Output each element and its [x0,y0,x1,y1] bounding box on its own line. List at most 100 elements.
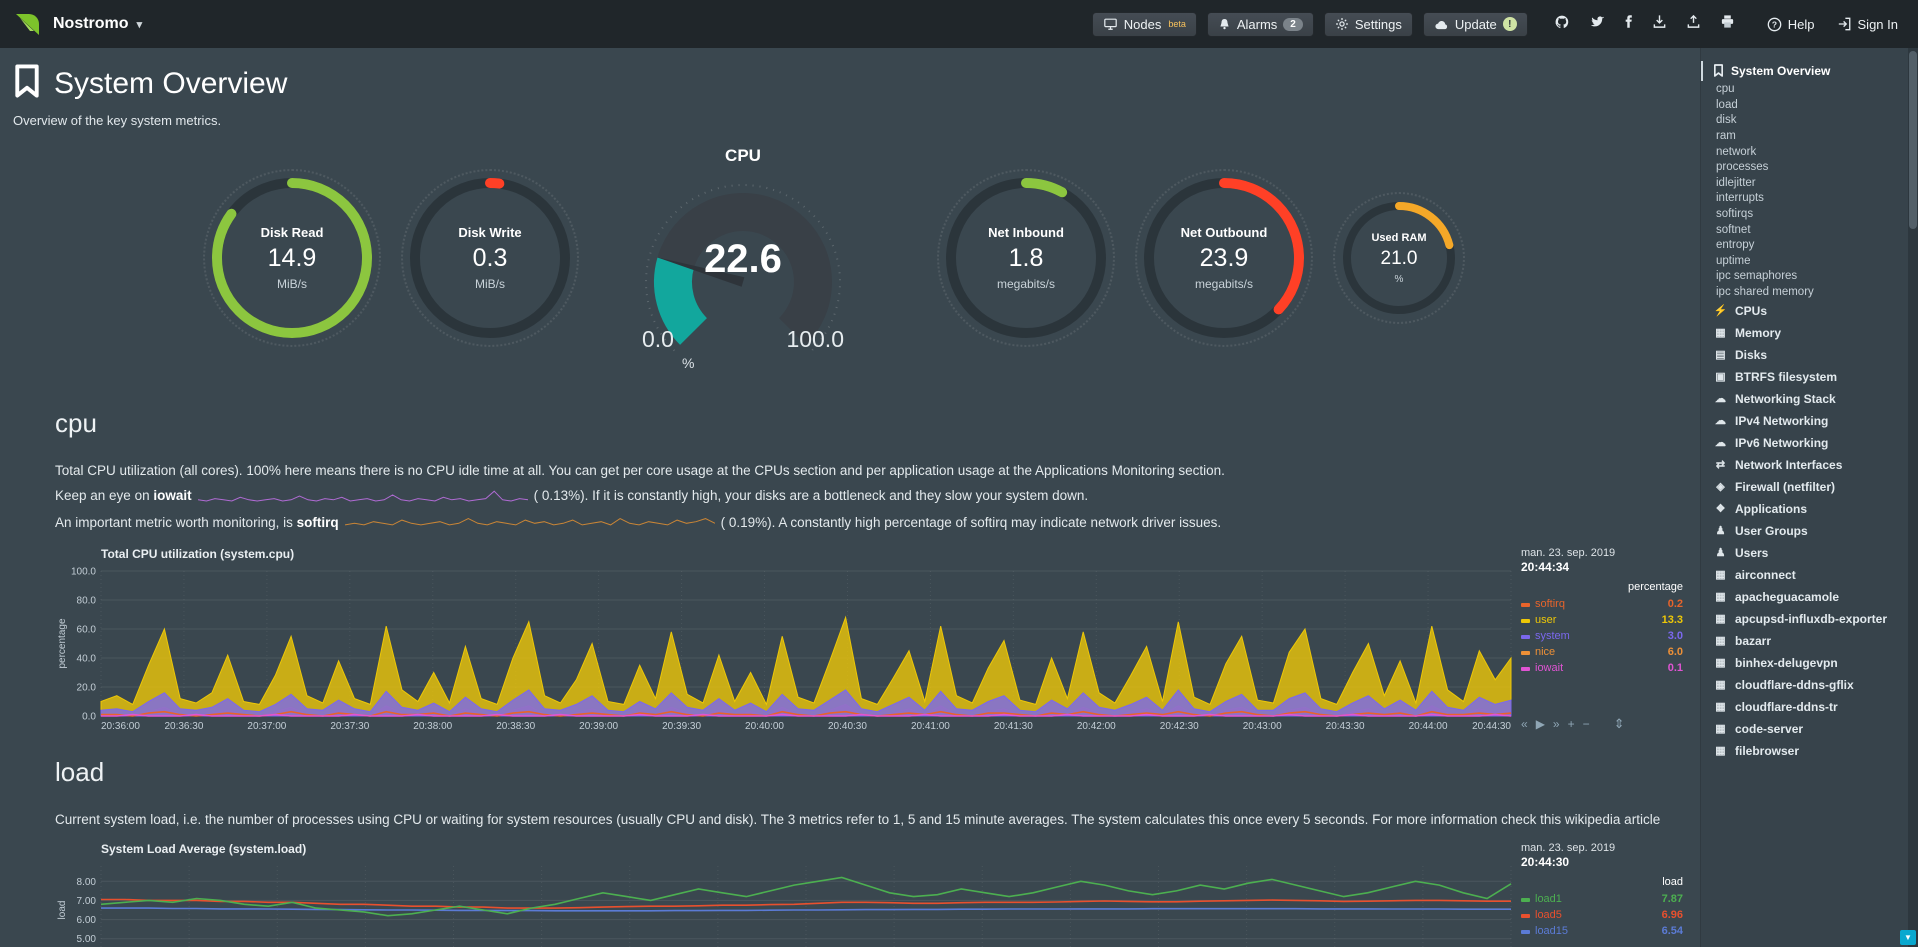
system-cpu-canvas[interactable]: 100.0 80.0 60.0 40.0 20.0 0.0 20:36:00 20:36:30… [55,563,1515,733]
sidebar-item-load[interactable]: load [1713,98,1904,114]
net-inbound-gauge[interactable]: Net Inbound 1.8 megabits/s [937,169,1115,347]
sidebar-item-networking-stack[interactable]: ☁ Networking Stack [1713,388,1904,410]
sidebar-item-cpus[interactable]: ⚡ CPUs [1713,300,1904,322]
system-load-legend: man. 23. sep. 2019 20:44:30 load load1 7.87 l… [1515,842,1685,947]
sidebar-item-ram[interactable]: ram [1713,129,1904,145]
pan-left-icon[interactable]: « [1521,717,1528,731]
cpu-gauge[interactable]: CPU 22.6 0.0 100.0% [618,146,868,371]
netdata-logo[interactable] [14,11,41,38]
wikipedia-link[interactable]: wikipedia article [1564,812,1661,827]
sidebar-item-code-server[interactable]: ▦ code-server [1713,718,1904,740]
shield-icon: ◈ [1716,480,1725,493]
sidebar-item-user-groups[interactable]: ♟ User Groups [1713,520,1904,542]
sidebar-item-filebrowser[interactable]: ▦ filebrowser [1713,740,1904,762]
sidebar-item-idlejitter[interactable]: idlejitter [1713,176,1904,192]
chart-toolbar: « ▶ » + − ⇕ [1521,716,1683,733]
sidebar-item-cloudflare-ddns-gflix[interactable]: ▦ cloudflare-ddns-gflix [1713,674,1904,696]
pan-right-icon[interactable]: » [1552,717,1560,731]
sidebar-item-apcupsd-influxdb-exporter[interactable]: ▦ apcupsd-influxdb-exporter [1713,608,1904,630]
sidebar-item-label: softnet [1716,223,1751,236]
sidebar-item-system-overview[interactable]: System Overview [1701,60,1904,82]
cpu-gauge-unit: % [682,354,695,371]
used-ram-gauge[interactable]: Used RAM 21.0% [1333,192,1465,324]
sidebar-item-cloudflare-ddns-tr[interactable]: ▦ cloudflare-ddns-tr [1713,696,1904,718]
sidebar-item-apacheguacamole[interactable]: ▦ apacheguacamole [1713,586,1904,608]
update-button[interactable]: Update ! [1422,11,1528,37]
chevron-down-icon: ▾ [136,18,143,31]
legend-item-nice[interactable]: nice 6.0 [1521,645,1683,660]
legend-time: 20:44:34 [1521,560,1570,574]
sidebar-item-memory[interactable]: ▦ Memory [1713,322,1904,344]
upload-icon[interactable] [1686,14,1701,34]
signin-label: Sign In [1857,16,1898,32]
twitter-icon[interactable] [1589,15,1605,34]
legend-item-iowait[interactable]: iowait 0.1 [1521,661,1683,676]
scroll-down-button[interactable]: ▼ [1900,930,1916,945]
sidebar: System Overview cpu load disk ram network proc… [1700,48,1918,947]
help-button[interactable]: ? Help [1761,13,1821,36]
resize-icon[interactable]: ⇕ [1613,716,1625,731]
play-icon[interactable]: ▶ [1535,717,1545,731]
sidebar-item-ipv4-networking[interactable]: ☁ IPv4 Networking [1713,410,1904,432]
sidebar-item-label: ipc shared memory [1716,286,1814,299]
series-load1 [100,876,1512,917]
settings-button[interactable]: Settings [1323,11,1413,37]
sidebar-item-entropy[interactable]: entropy [1713,238,1904,254]
legend-item-softirq[interactable]: softirq 0.2 [1521,597,1683,612]
zoom-in-icon[interactable]: + [1567,717,1575,731]
legend-item-system[interactable]: system 3.0 [1521,629,1683,644]
sidebar-item-softirqs[interactable]: softirqs [1713,207,1904,223]
sidebar-item-ipc-shared-memory[interactable]: ipc shared memory [1713,285,1904,301]
sidebar-item-ipc-semaphores[interactable]: ipc semaphores [1713,269,1904,285]
y-tick-label: 8.00 [77,877,97,888]
disk-write-gauge[interactable]: Disk Write 0.3 MiB/s [401,169,579,347]
sidebar-item-interrupts[interactable]: interrupts [1713,191,1904,207]
hostname-dropdown[interactable]: Nostromo ▾ [53,15,142,33]
sidebar-item-softnet[interactable]: softnet [1713,222,1904,238]
cloud-icon [1434,18,1449,31]
sidebar-item-processes[interactable]: processes [1713,160,1904,176]
sidebar-item-label: processes [1716,161,1769,174]
sidebar-item-binhex-delugevpn[interactable]: ▦ binhex-delugevpn [1713,652,1904,674]
sidebar-item-label: bazarr [1735,633,1772,648]
signin-button[interactable]: Sign In [1831,13,1904,36]
disk-read-ring [212,178,372,338]
sidebar-item-bazarr[interactable]: ▦ bazarr [1713,630,1904,652]
alarms-button[interactable]: Alarms 2 [1206,11,1314,37]
sidebar-scrollbar-thumb[interactable] [1909,51,1917,229]
print-icon[interactable] [1720,14,1735,34]
y-tick-label: 60.0 [77,625,97,636]
sidebar-item-label: airconnect [1735,567,1796,582]
y-tick-label: 20.0 [77,683,97,694]
legend-item-user[interactable]: user 13.3 [1521,613,1683,628]
sidebar-item-ipv6-networking[interactable]: ☁ IPv6 Networking [1713,432,1904,454]
sidebar-scrollbar[interactable] [1908,48,1918,947]
sidebar-item-airconnect[interactable]: ▦ airconnect [1713,564,1904,586]
sidebar-item-firewall-netfilter[interactable]: ◈ Firewall (netfilter) [1713,476,1904,498]
sidebar-item-cpu[interactable]: cpu [1713,82,1904,98]
sidebar-item-uptime[interactable]: uptime [1713,254,1904,270]
legend-item-load5[interactable]: load5 6.96 [1521,908,1683,923]
sidebar-item-btrfs-filesystem[interactable]: ▣ BTRFS filesystem [1713,366,1904,388]
facebook-icon[interactable] [1624,14,1633,34]
sidebar-item-network[interactable]: network [1713,144,1904,160]
github-icon[interactable] [1554,14,1570,35]
net-outbound-unit: megabits/s [1194,277,1254,291]
net-outbound-gauge[interactable]: Net Outbound 23.9 megabits/s [1135,169,1313,347]
download-icon[interactable] [1652,14,1667,34]
legend-series-value: 13.3 [1661,614,1683,626]
sidebar-item-network-interfaces[interactable]: ⇄ Network Interfaces [1713,454,1904,476]
legend-series-name: iowait [1535,662,1564,674]
legend-series-name: system [1535,630,1570,642]
legend-item-load15[interactable]: load15 6.54 [1521,924,1683,939]
system-load-canvas[interactable]: 8.007.006.005.0020:36:0020:36:3020:37:00… [55,858,1515,947]
sidebar-item-users[interactable]: ♟ Users [1713,542,1904,564]
sidebar-item-applications[interactable]: ❖ Applications [1713,498,1904,520]
cpu-description-3: An important metric worth monitoring, is… [55,513,1680,535]
sidebar-item-disks[interactable]: ▤ Disks [1713,344,1904,366]
legend-item-load1[interactable]: load1 7.87 [1521,892,1683,907]
disk-read-gauge[interactable]: Disk Read 14.9 MiB/s [203,169,381,347]
zoom-out-icon[interactable]: − [1582,717,1590,731]
nodes-button[interactable]: Nodes beta [1091,11,1197,37]
sidebar-item-disk[interactable]: disk [1713,113,1904,129]
